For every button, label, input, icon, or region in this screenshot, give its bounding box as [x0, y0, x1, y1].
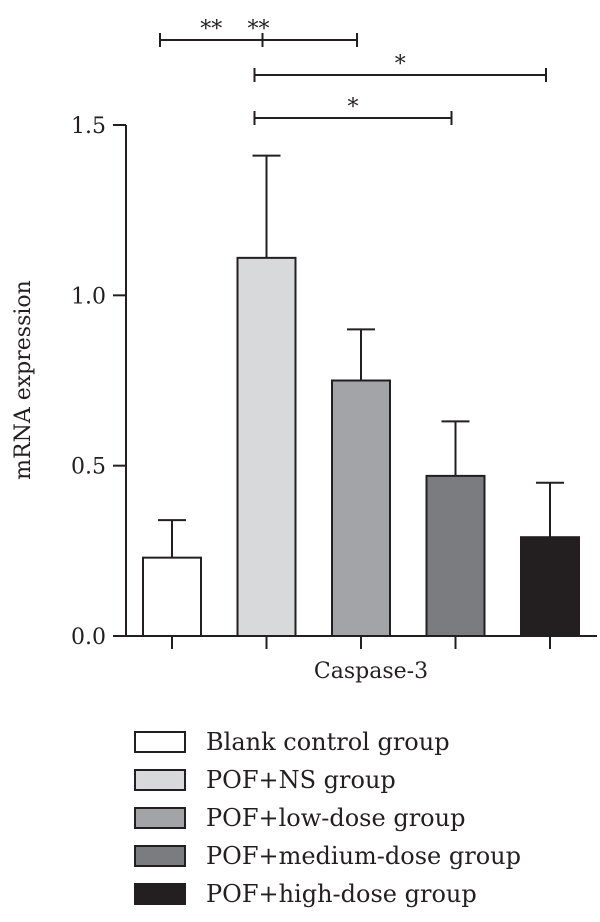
- y-tick-label: 0.5: [71, 455, 106, 480]
- legend-swatch: [134, 845, 186, 867]
- y-tick-label: 1.0: [71, 284, 106, 309]
- significance-label: *: [348, 95, 359, 120]
- x-axis-label: Caspase-3: [314, 659, 428, 684]
- bar: [236, 256, 297, 637]
- legend-swatch: [134, 883, 186, 905]
- y-tick-label: 0.0: [71, 625, 106, 650]
- legend-label: POF+low-dose group: [206, 804, 465, 832]
- legend-label: POF+high-dose group: [206, 880, 477, 908]
- bar: [425, 474, 486, 637]
- bars: [142, 154, 580, 637]
- bar: [331, 379, 391, 637]
- legend-swatch: [134, 731, 186, 753]
- legend-label: POF+NS group: [206, 766, 396, 794]
- legend-label: Blank control group: [206, 728, 450, 756]
- legend: Blank control group POF+NS group POF+low-d…: [134, 728, 521, 908]
- significance-label: *: [395, 52, 406, 77]
- bar: [142, 556, 202, 637]
- significance-label: **: [200, 17, 222, 42]
- bar: [520, 536, 580, 637]
- significance-label: **: [248, 17, 270, 42]
- legend-label: POF+medium-dose group: [206, 842, 521, 870]
- legend-swatch: [134, 807, 186, 829]
- y-tick-label: 1.5: [71, 114, 106, 139]
- axes: 0.0 0.5 1.0 1.5: [71, 114, 597, 650]
- y-axis-title: mRNA expression: [11, 280, 36, 480]
- significance-brackets: ******: [159, 17, 547, 125]
- legend-swatch: [134, 769, 186, 791]
